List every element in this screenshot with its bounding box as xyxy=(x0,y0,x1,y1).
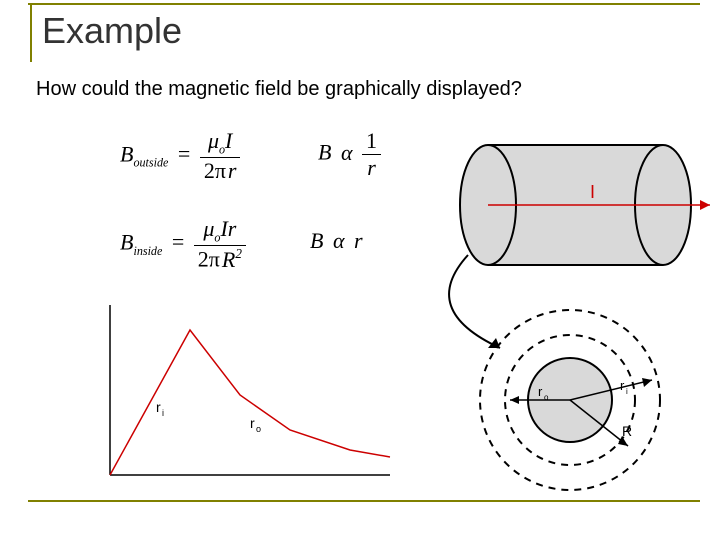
svg-text:i: i xyxy=(626,387,628,396)
cross-section: ro ri R xyxy=(470,300,680,500)
svg-text:R: R xyxy=(622,423,632,439)
svg-text:r: r xyxy=(538,384,543,399)
svg-text:o: o xyxy=(544,393,549,402)
svg-text:r: r xyxy=(620,378,625,393)
